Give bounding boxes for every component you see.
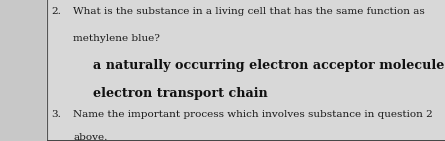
Text: Name the important process which involves substance in question 2: Name the important process which involve… <box>73 110 433 119</box>
Text: above.: above. <box>73 133 108 141</box>
Text: a naturally occurring electron acceptor molecule within the: a naturally occurring electron acceptor … <box>93 59 445 72</box>
Text: 2.: 2. <box>51 7 61 16</box>
Bar <box>0 0 44 141</box>
Text: methylene blue?: methylene blue? <box>73 34 160 43</box>
Text: 3.: 3. <box>51 110 61 119</box>
Text: What is the substance in a living cell that has the same function as: What is the substance in a living cell t… <box>73 7 425 16</box>
Text: electron transport chain: electron transport chain <box>93 87 268 100</box>
